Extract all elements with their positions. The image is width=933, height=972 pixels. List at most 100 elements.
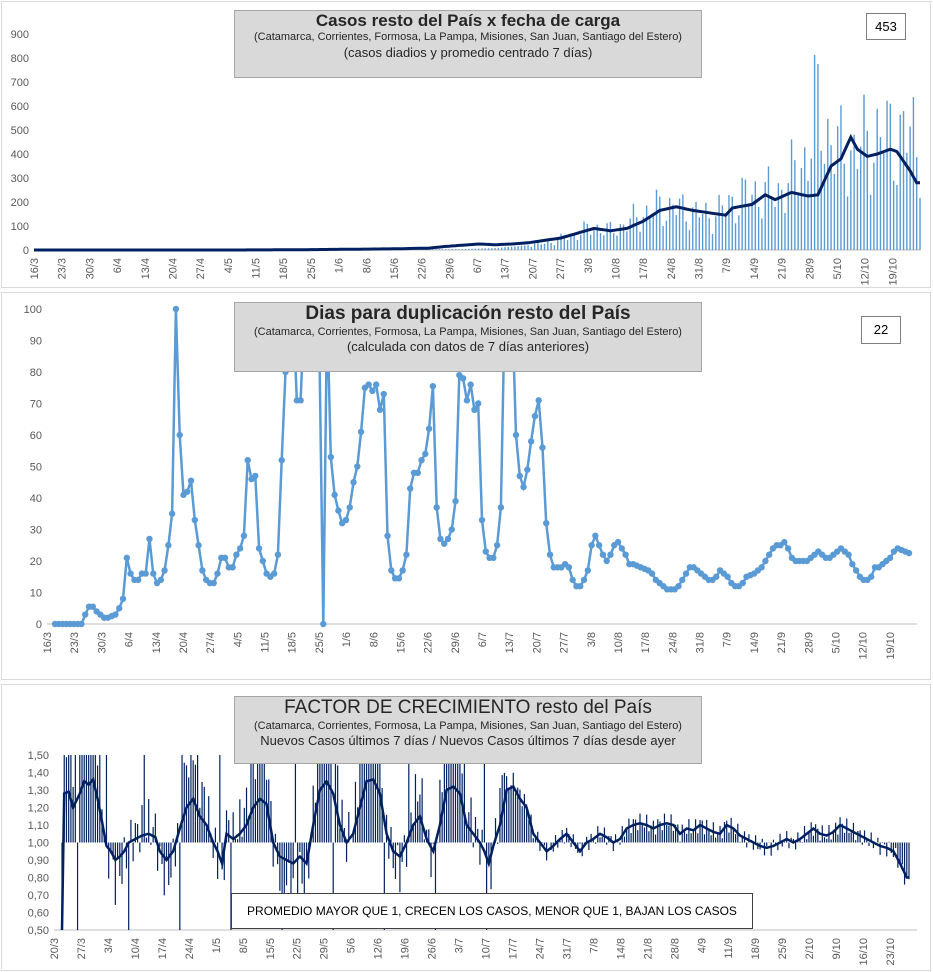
- cases-chart-plot: 0 100 200 300 400 500 600 700 800 900 16/3 23/3 30/3…: [11, 29, 921, 286]
- doubling-point: [448, 526, 455, 533]
- doubling-point: [365, 381, 372, 388]
- doubling-chart-panel: 0 10 20 30 40 50 60 70 80 90 100 16/3 23/3 30/3 6/4 13/…: [1, 292, 931, 680]
- doubling-point: [845, 551, 852, 558]
- doubling-point: [354, 463, 361, 470]
- doubling-point: [580, 576, 588, 584]
- doubling-point: [255, 545, 263, 552]
- cases-y-tick-label: 200: [11, 197, 29, 209]
- cases-daily-bar: [853, 134, 855, 250]
- cases-daily-bar: [672, 204, 674, 250]
- growth-x-tick-label: 5/6: [346, 938, 358, 953]
- cases-daily-bar: [599, 233, 602, 250]
- doubling-x-tick-label: 27/4: [205, 632, 217, 653]
- doubling-x-tick-label: 13/7: [504, 632, 516, 653]
- cases-daily-bar: [520, 245, 523, 250]
- doubling-point: [614, 538, 622, 546]
- doubling-chart-plot: 0 10 20 30 40 50 60 70 80 90 100 16/3 23/3 30/3 6/4 13/…: [24, 304, 917, 660]
- doubling-x-tick-label: 31/8: [695, 632, 707, 653]
- cases-y-tick-label: 300: [11, 173, 29, 185]
- cases-daily-bar: [517, 246, 519, 250]
- cases-daily-bar: [731, 196, 733, 250]
- cases-daily-bar: [645, 205, 648, 250]
- cases-daily-bar: [771, 196, 773, 250]
- doubling-point: [195, 542, 202, 549]
- doubling-point: [403, 551, 410, 558]
- growth-x-tick-label: 1/5: [211, 938, 223, 953]
- cases-daily-bar: [807, 180, 809, 250]
- growth-factor-title-suffix: resto del País: [530, 697, 652, 718]
- doubling-point: [478, 516, 486, 524]
- doubling-point: [463, 397, 471, 404]
- cases-x-tick-label: 17/8: [638, 258, 650, 279]
- cases-x-tick-label: 8/6: [361, 258, 373, 273]
- doubling-point: [191, 516, 199, 524]
- cases-x-tick-label: 4/5: [223, 258, 235, 273]
- cases-daily-bar: [754, 181, 757, 250]
- doubling-point: [762, 557, 769, 565]
- cases-daily-bar: [668, 198, 671, 250]
- doubling-x-tick-label: 5/10: [830, 632, 842, 653]
- doubling-point: [161, 567, 168, 574]
- cases-daily-bar: [606, 223, 608, 250]
- doubling-point: [335, 507, 342, 514]
- cases-daily-bar: [626, 231, 628, 250]
- cases-daily-bar: [866, 130, 869, 250]
- doubling-chart-title: Dias para duplicación resto del País: [305, 303, 631, 324]
- cases-daily-bar: [461, 249, 463, 250]
- growth-factor-subtitle-provinces: (Catamarca, Corrientes, Formosa, La Pamp…: [254, 719, 682, 732]
- cases-x-tick-label: 10/8: [610, 258, 622, 279]
- doubling-y-tick-label: 70: [30, 399, 42, 411]
- cases-x-tick-label: 13/7: [500, 258, 512, 279]
- doubling-point: [187, 477, 195, 484]
- growth-x-tick-label: 10/7: [481, 938, 493, 959]
- cases-daily-bar: [441, 249, 444, 250]
- growth-y-tick-label: 1,50: [28, 750, 49, 762]
- cases-daily-bar: [741, 177, 743, 250]
- growth-x-tick-label: 27/3: [76, 938, 88, 959]
- doubling-point: [535, 397, 542, 404]
- doubling-chart-title-box: Dias para duplicación resto del País (Ca…: [234, 302, 702, 372]
- doubling-point: [146, 535, 153, 543]
- doubling-point: [327, 453, 335, 461]
- growth-x-tick-label: 24/4: [184, 938, 196, 959]
- doubling-point: [346, 504, 353, 511]
- growth-y-tick-label: 0,90: [28, 855, 49, 867]
- growth-factor-note: PROMEDIO MAYOR QUE 1, CRECEN LOS CASOS, …: [231, 893, 753, 929]
- doubling-point: [388, 567, 395, 574]
- doubling-point: [244, 457, 251, 464]
- growth-x-tick-label: 17/7: [507, 938, 519, 959]
- cases-daily-bar: [797, 194, 799, 250]
- doubling-y-tick-label: 50: [30, 462, 42, 474]
- growth-x-tick-label: 25/9: [777, 938, 789, 959]
- doubling-point: [414, 469, 421, 476]
- cases-daily-bar: [566, 240, 569, 250]
- growth-x-tick-label: 3/4: [103, 938, 115, 953]
- doubling-point: [592, 532, 599, 539]
- cases-daily-bar: [540, 244, 542, 250]
- growth-y-tick-label: 1,20: [28, 803, 49, 815]
- cases-daily-bar: [586, 223, 589, 250]
- cases-daily-bar: [543, 243, 546, 250]
- doubling-point: [546, 551, 554, 558]
- growth-x-tick-label: 28/8: [669, 938, 681, 959]
- doubling-point: [595, 542, 603, 549]
- doubling-x-tick-label: 14/9: [749, 632, 761, 653]
- cases-daily-bar: [675, 215, 677, 250]
- doubling-point: [78, 620, 85, 628]
- growth-x-tick-label: 18/9: [750, 938, 762, 959]
- cases-daily-bar: [883, 152, 885, 250]
- growth-x-tick-label: 11/9: [723, 938, 735, 959]
- doubling-x-tick-label: 20/4: [178, 632, 190, 653]
- growth-x-tick-label: 21/8: [642, 938, 654, 959]
- cases-daily-bar: [810, 158, 813, 250]
- growth-x-tick-label: 15/5: [265, 938, 277, 959]
- cases-daily-bar: [445, 249, 447, 250]
- cases-daily-bar: [501, 247, 503, 250]
- cases-daily-bar: [701, 213, 704, 250]
- cases-daily-bar: [817, 64, 819, 250]
- cases-daily-bar: [767, 166, 770, 250]
- cases-daily-bar: [603, 235, 605, 250]
- cases-daily-bar: [514, 246, 516, 250]
- doubling-y-tick-label: 80: [30, 367, 42, 379]
- cases-daily-bar: [612, 233, 615, 250]
